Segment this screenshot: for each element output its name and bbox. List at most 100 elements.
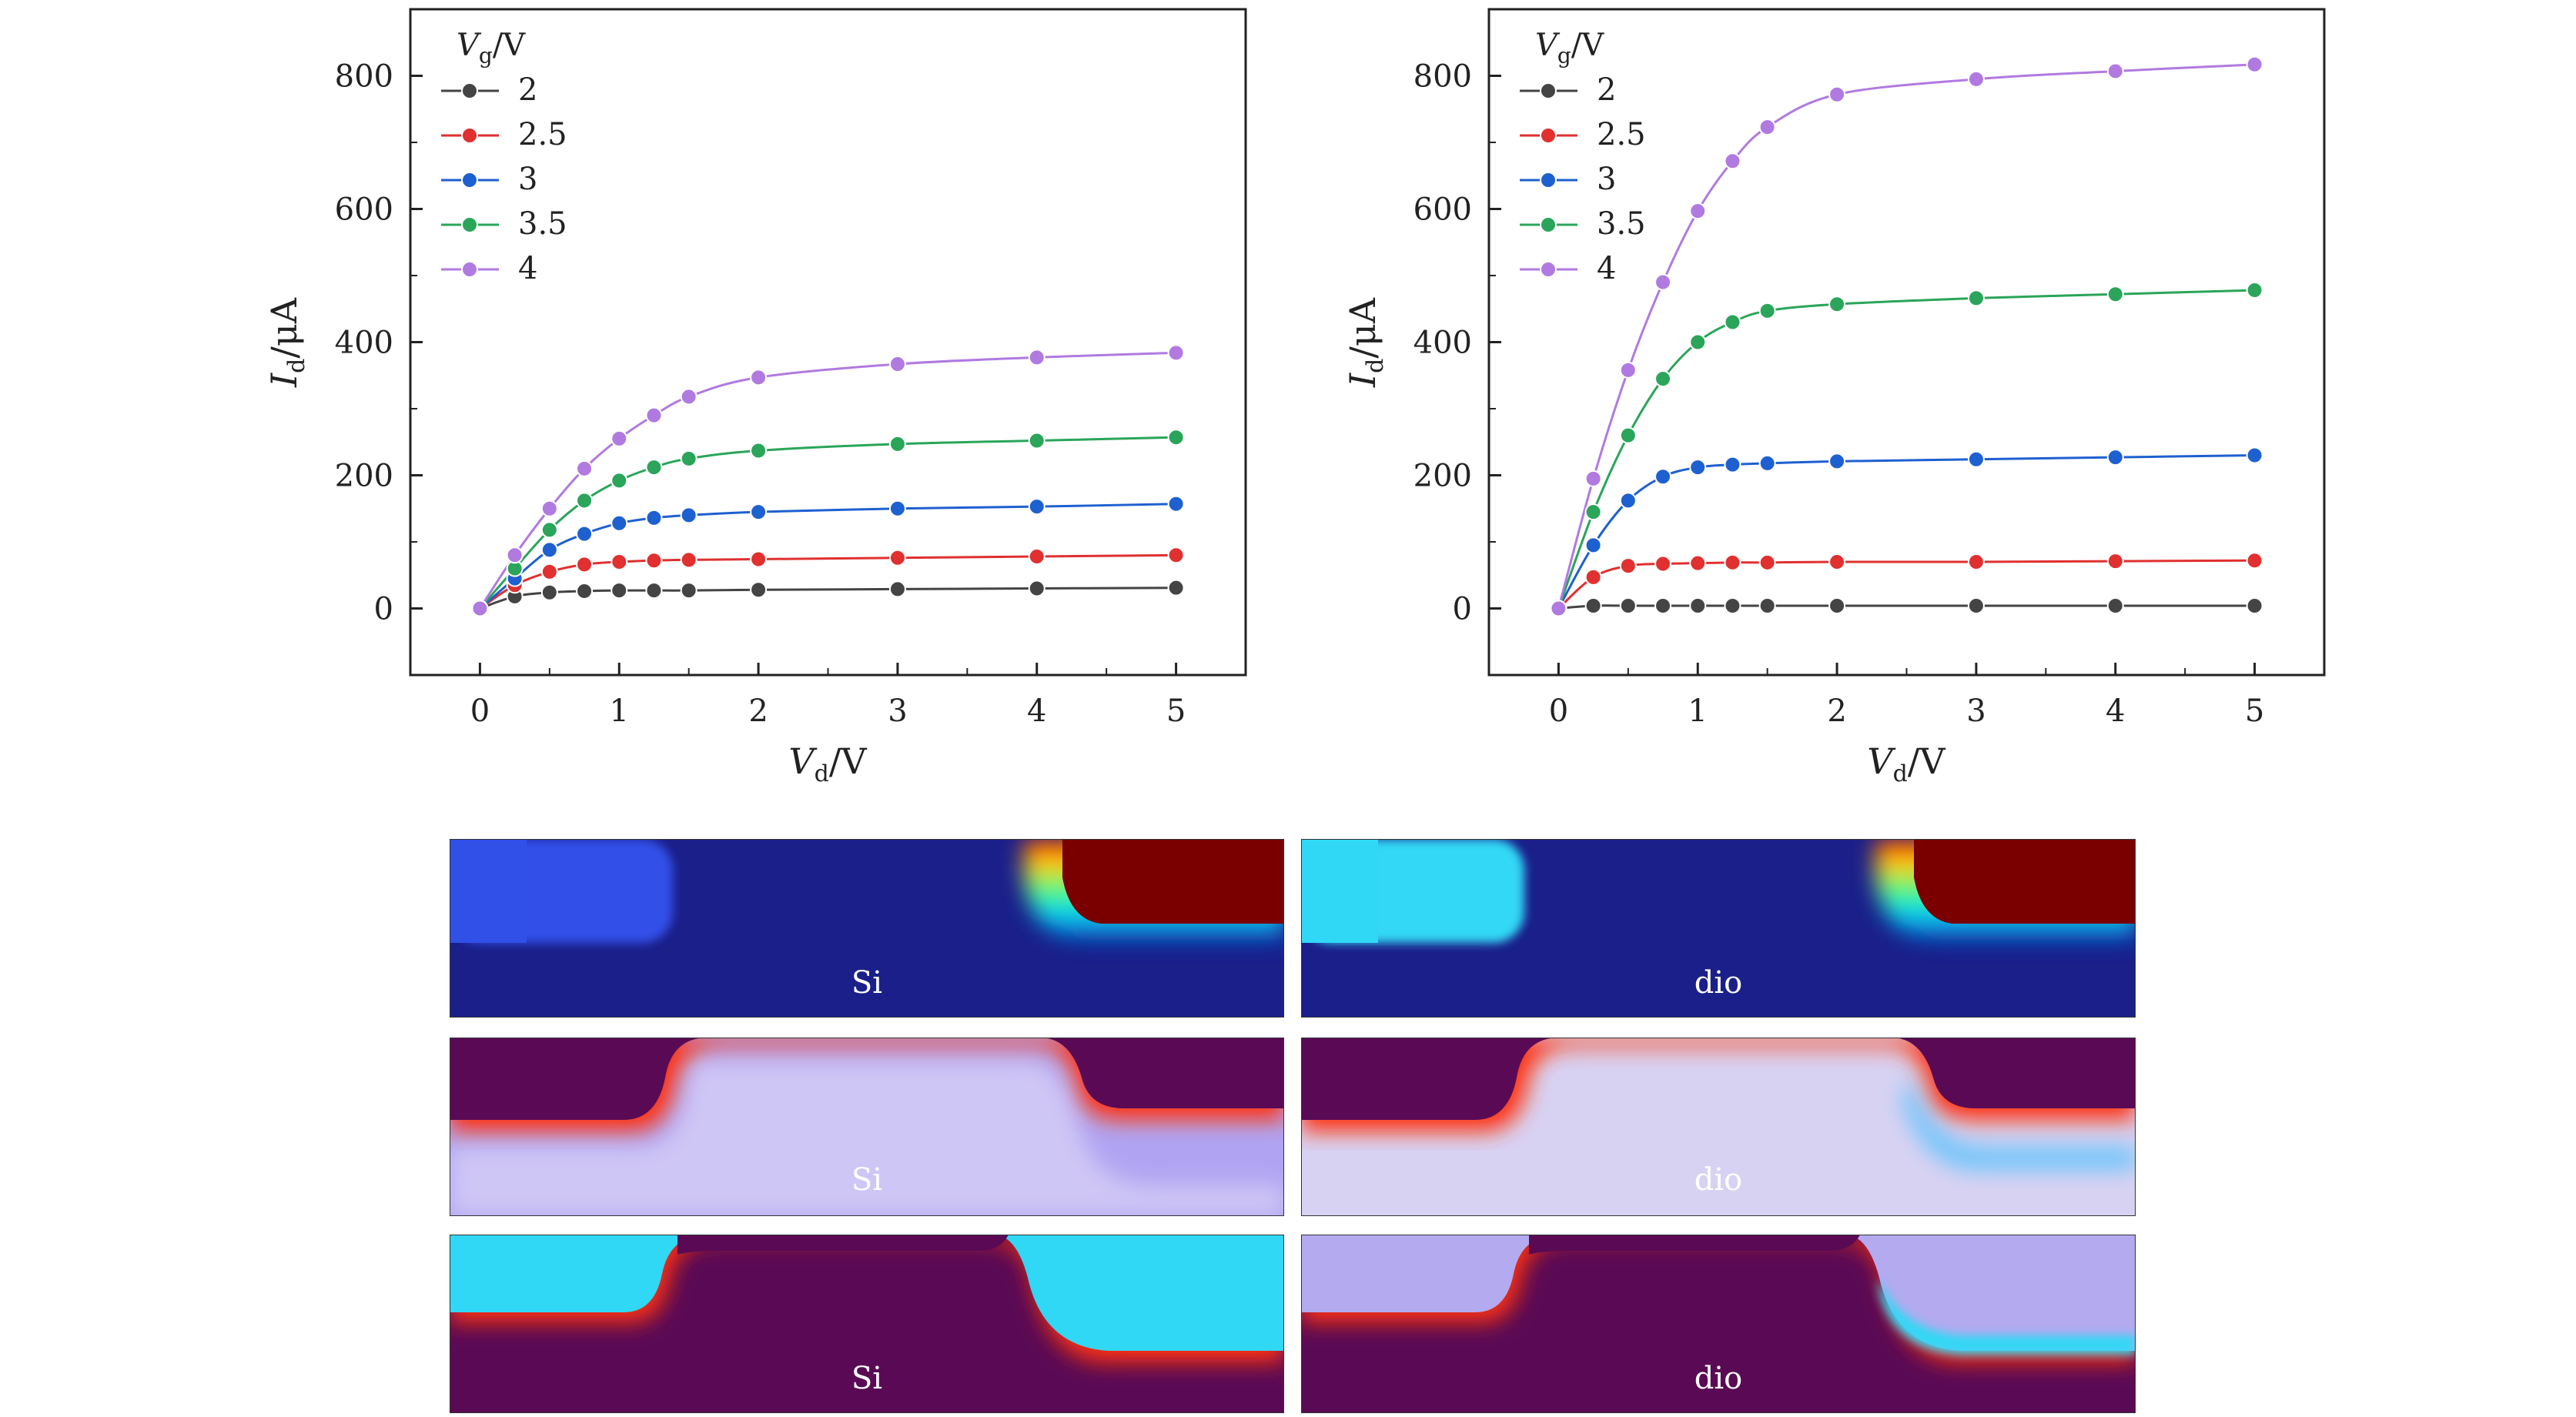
map-label: Si [851,1162,882,1198]
data-point [1654,555,1672,573]
data-point [645,509,663,526]
data-point [611,472,628,490]
legend-swatch-marker [1540,127,1557,144]
legend-swatch-marker [461,172,478,189]
data-point [2246,597,2263,615]
y-tick-label: 0 [1453,592,1472,627]
data-point [1028,548,1045,566]
data-point [1724,597,1741,615]
legend-label: 2 [518,72,537,108]
x-tick-label: 5 [1166,693,1186,729]
data-point [1758,454,1776,472]
legend-swatch-marker [461,127,478,144]
data-point [2246,282,2263,299]
data-point [1619,426,1637,444]
legend-swatch-marker [1540,261,1557,278]
data-point [540,583,558,601]
data-point [1584,597,1602,615]
data-point [1584,536,1602,554]
data-point [1967,450,1985,468]
data-point [888,356,906,373]
data-point [645,552,663,570]
legend-swatch-marker [1540,216,1557,233]
x-tick-label: 0 [470,693,490,729]
data-point [611,553,628,570]
data-point [2246,55,2263,73]
legend-label: 3 [518,162,537,197]
data-point [1584,503,1602,521]
data-point [1028,498,1045,516]
data-point [1828,597,1846,615]
x-tick-label: 5 [2245,693,2264,729]
data-point [1167,429,1185,446]
x-tick-label: 0 [1549,693,1568,729]
data-point [1619,361,1637,379]
data-point [1167,579,1185,597]
data-point [1654,370,1672,388]
data-point [2106,62,2124,80]
data-point [888,435,906,453]
data-point [540,500,558,517]
legend: Vg/V2 2.5 3 3.5 4 [1520,28,1646,286]
legend-label: 2.5 [1597,117,1646,152]
data-point [1967,553,1985,570]
data-point [645,582,663,600]
map-label: dio [1694,1361,1742,1396]
data-point [576,492,594,510]
data-point [680,506,698,524]
data-point [1619,597,1637,615]
data-point [1828,296,1846,313]
contour-maps: Si dio Si dio [450,839,2136,1413]
x-tick-label: 2 [1827,693,1846,729]
map-row2-right [1301,1038,2136,1216]
x-tick-label: 3 [1966,693,1986,729]
series-line-3.5 [1557,289,2255,610]
legend-swatch-marker [1540,172,1557,189]
data-point [750,503,768,521]
data-point [1724,456,1741,473]
data-point [611,514,628,532]
legend-title: Vg/V [1535,28,1604,69]
legend: Vg/V2 2.5 3 3.5 4 [441,28,567,286]
data-point [1584,568,1602,586]
data-point [1028,349,1045,366]
data-point [680,551,698,569]
y-tick-label: 800 [335,59,393,95]
map-row3-right [1301,1235,2136,1413]
data-point [1654,597,1672,615]
legend-swatch-marker [461,261,478,278]
data-point [1654,468,1672,486]
data-point [1167,344,1185,362]
data-point [471,600,489,617]
data-point [1167,546,1185,564]
series-line-4 [1557,63,2255,609]
data-point [1654,273,1672,291]
data-point [611,429,628,447]
data-point [1689,597,1707,615]
data-point [576,460,594,477]
data-point [1550,600,1567,617]
data-point [680,449,698,467]
data-point [1028,432,1045,449]
legend-label: 3.5 [518,206,567,242]
data-point [1689,459,1707,476]
map-row3-left [450,1235,1284,1413]
data-point [888,549,906,566]
data-point [576,556,594,573]
y-tick-label: 600 [1413,192,1472,228]
data-point [645,406,663,424]
x-axis-label: Vd/V [1867,740,1945,787]
legend-title: Vg/V [457,28,526,69]
data-point [1724,313,1741,331]
data-point [1758,553,1776,571]
data-point [1967,70,1985,88]
data-point [1828,453,1846,470]
data-point [506,546,524,564]
y-axis-label: Id/μA [263,297,310,388]
y-tick-label: 0 [374,592,393,627]
data-point [611,582,628,600]
x-tick-label: 1 [1688,693,1708,729]
map-label: dio [1694,1162,1742,1198]
